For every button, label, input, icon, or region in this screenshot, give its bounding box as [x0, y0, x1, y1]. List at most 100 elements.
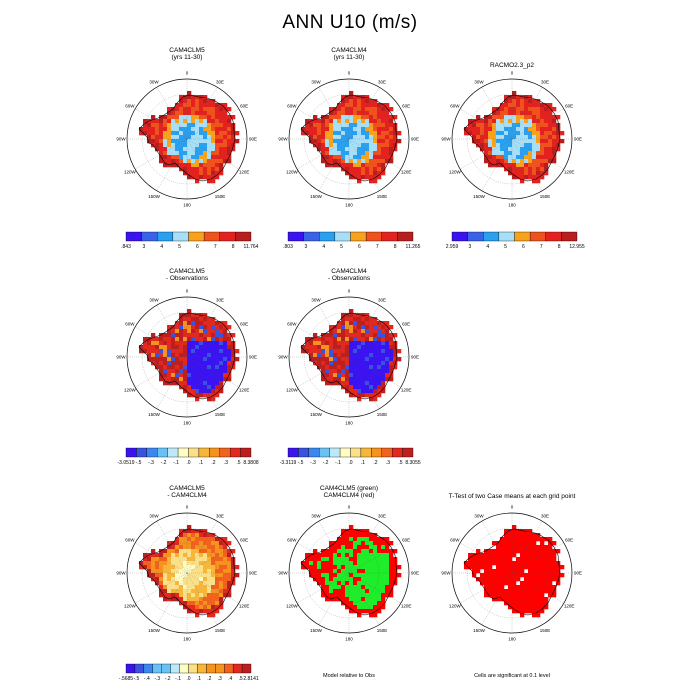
grid-cell — [191, 167, 196, 172]
grid-cell — [195, 163, 200, 168]
grid-cell — [231, 581, 236, 586]
grid-cell — [191, 605, 196, 610]
grid-cell — [361, 357, 366, 362]
grid-cell — [301, 565, 306, 570]
grid-cell — [353, 111, 358, 116]
grid-cell — [179, 337, 184, 342]
longitude-label: 60E — [240, 322, 248, 327]
grid-cell — [373, 577, 378, 582]
grid-cell — [227, 143, 232, 148]
grid-cell — [203, 589, 208, 594]
grid-cell — [211, 553, 216, 558]
grid-cell — [504, 103, 509, 108]
grid-cell — [504, 541, 509, 546]
grid-cell — [484, 159, 489, 164]
longitude-label: 150W — [148, 412, 161, 417]
grid-cell — [147, 131, 152, 136]
grid-cell — [540, 107, 545, 112]
grid-cell — [349, 91, 354, 96]
grid-cell — [329, 577, 334, 582]
grid-cell — [512, 525, 517, 530]
grid-cell — [369, 345, 374, 350]
grid-cell — [179, 357, 184, 362]
grid-cell — [524, 557, 529, 562]
grid-cell — [349, 167, 354, 172]
grid-cell — [369, 325, 374, 330]
grid-cell — [321, 573, 326, 578]
grid-cell — [223, 123, 228, 128]
grid-cell — [496, 143, 501, 148]
grid-cell — [329, 159, 334, 164]
grid-cell — [195, 103, 200, 108]
grid-cell — [381, 155, 386, 160]
grid-cell — [305, 131, 310, 136]
grid-cell — [397, 139, 402, 144]
grid-cell — [488, 569, 493, 574]
longitude-label: 90W — [441, 137, 451, 142]
grid-cell — [333, 573, 338, 578]
meridian-line — [511, 520, 543, 574]
colorbar-label: -.3 — [154, 676, 160, 682]
grid-cell — [345, 341, 350, 346]
grid-cell — [171, 589, 176, 594]
grid-cell — [512, 171, 517, 176]
grid-cell — [524, 549, 529, 554]
grid-cell — [151, 553, 156, 558]
colorbar-label: .3 — [386, 460, 390, 466]
grid-cell — [183, 577, 188, 582]
grid-cell — [219, 123, 224, 128]
grid-cell — [155, 349, 160, 354]
grid-cell — [357, 159, 362, 164]
grid-cell — [163, 361, 168, 366]
grid-cell — [504, 119, 509, 124]
grid-cell — [381, 593, 386, 598]
grid-cell — [548, 581, 553, 586]
grid-cell — [361, 119, 366, 124]
grid-cell — [512, 593, 517, 598]
grid-cell — [317, 569, 322, 574]
grid-cell — [171, 353, 176, 358]
grid-cell — [155, 357, 160, 362]
grid-cell — [341, 353, 346, 358]
grid-cell — [215, 345, 220, 350]
grid-cell — [187, 163, 192, 168]
grid-cell — [235, 565, 240, 570]
grid-cell — [496, 549, 501, 554]
grid-cell — [219, 345, 224, 350]
grid-cell — [532, 605, 537, 610]
grid-cell — [540, 593, 545, 598]
grid-cell — [544, 553, 549, 558]
grid-cell — [337, 341, 342, 346]
grid-cell — [215, 601, 220, 606]
panel-subtitle-line: - Observations — [327, 275, 371, 282]
grid-cell — [301, 131, 306, 136]
grid-cell — [532, 585, 537, 590]
longitude-label: 60W — [125, 322, 135, 327]
grid-cell — [504, 163, 509, 168]
colorbar-label: .4 — [228, 676, 232, 682]
grid-cell — [353, 549, 358, 554]
grid-cell — [183, 545, 188, 550]
grid-cell — [211, 163, 216, 168]
longitude-label: 180 — [345, 421, 353, 426]
grid-cell — [325, 115, 330, 120]
grid-cell — [325, 573, 330, 578]
grid-cell — [353, 605, 358, 610]
grid-cell — [183, 549, 188, 554]
grid-cell — [365, 345, 370, 350]
grid-cell — [357, 361, 362, 366]
grid-cell — [492, 131, 497, 136]
grid-cell — [155, 557, 160, 562]
grid-cell — [179, 163, 184, 168]
grid-cell — [540, 545, 545, 550]
grid-cell — [373, 139, 378, 144]
grid-cell — [508, 601, 513, 606]
grid-cell — [227, 353, 232, 358]
grid-cell — [373, 119, 378, 124]
longitude-label: 60W — [287, 538, 297, 543]
grid-cell — [548, 537, 553, 542]
grid-cell — [488, 557, 493, 562]
grid-cell — [357, 529, 362, 534]
grid-cell — [385, 151, 390, 156]
grid-cell — [353, 345, 358, 350]
